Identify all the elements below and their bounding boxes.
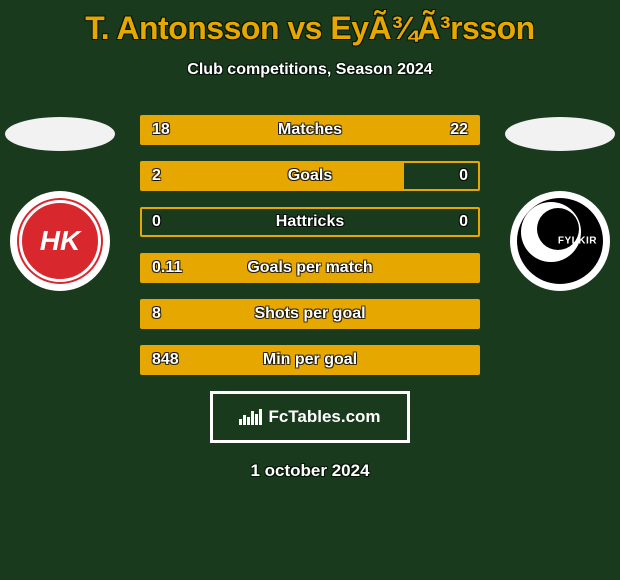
branding-chart-icon — [239, 409, 262, 425]
stat-value-right: 0 — [459, 213, 468, 231]
club-logo-right: FYLKIR — [510, 191, 610, 291]
main-area: HK FYLKIR 1822Matches20Goals00Hattricks0… — [0, 115, 620, 375]
stat-label: Goals — [288, 167, 332, 185]
comparison-infographic: T. Antonsson vs EyÃ¾Ã³rsson Club competi… — [0, 0, 620, 580]
stat-value-left: 0 — [152, 213, 161, 231]
subtitle: Club competitions, Season 2024 — [0, 61, 620, 79]
stat-label: Goals per match — [247, 259, 372, 277]
club-logo-left: HK — [10, 191, 110, 291]
stat-row: 848 Min per goal — [140, 345, 480, 375]
stat-label: Min per goal — [263, 351, 357, 369]
player-left-column: HK — [0, 115, 120, 291]
stat-value-right: 0 — [459, 167, 468, 185]
stat-row: 2 0 Goals — [140, 161, 480, 191]
player-right-photo — [505, 117, 615, 151]
player-left-photo — [5, 117, 115, 151]
stat-value-left: 18 — [152, 121, 170, 139]
branding-text: FcTables.com — [268, 407, 380, 427]
club-logo-right-inner: FYLKIR — [517, 198, 603, 284]
stat-label: Shots per goal — [254, 305, 365, 323]
stat-value-left: 2 — [152, 167, 161, 185]
stat-value-right: 22 — [450, 121, 468, 139]
stat-row: 8 Shots per goal — [140, 299, 480, 329]
stat-bar-left-fill — [142, 163, 404, 189]
player-right-column: FYLKIR — [500, 115, 620, 291]
page-title: T. Antonsson vs EyÃ¾Ã³rsson — [0, 0, 620, 47]
stat-label: Hattricks — [276, 213, 344, 231]
stat-value-left: 8 — [152, 305, 161, 323]
date-text: 1 october 2024 — [0, 461, 620, 481]
stat-value-left: 848 — [152, 351, 179, 369]
club-logo-right-text: FYLKIR — [558, 236, 597, 247]
stat-row: 0.11 Goals per match — [140, 253, 480, 283]
stat-row: 18 22 Matches — [140, 115, 480, 145]
stat-row: 0 0 Hattricks — [140, 207, 480, 237]
stat-label: Matches — [278, 121, 342, 139]
stats-bars: 18 22 Matches 2 0 Goals 0 0 Hattricks 0.11 Goals p… — [140, 115, 480, 375]
branding-box: FcTables.com — [210, 391, 410, 443]
club-logo-left-text: HK — [40, 225, 80, 257]
club-logo-left-inner: HK — [19, 200, 101, 282]
stat-value-left: 0.11 — [152, 259, 182, 277]
